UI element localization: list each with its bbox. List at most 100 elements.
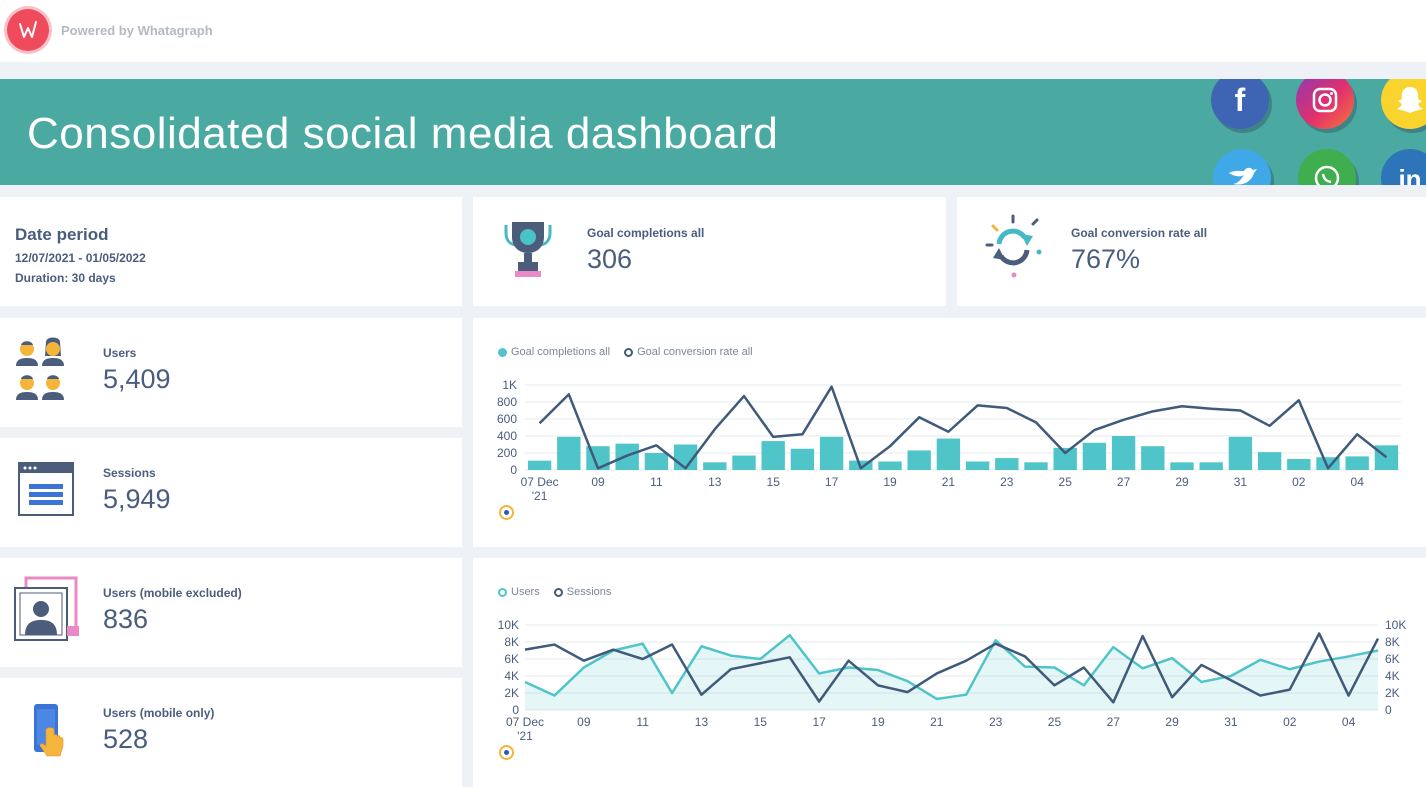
- x-tick-label: 04: [1342, 715, 1356, 729]
- top-bar: Powered by Whatagraph: [0, 0, 1426, 62]
- x-tick-label: 15: [767, 475, 781, 489]
- legend-item-goal-conversion[interactable]: Goal conversion rate all: [624, 346, 753, 358]
- y-tick-label: 400: [497, 429, 517, 443]
- users-mobile-only-label: Users (mobile only): [103, 706, 215, 720]
- legend-item-sessions[interactable]: Sessions: [553, 586, 612, 598]
- bar-goal-completions: [732, 455, 756, 470]
- y-tick-label: 200: [497, 446, 517, 460]
- twitter-icon: [1213, 149, 1271, 185]
- bar-goal-completions: [527, 460, 552, 470]
- refresh-cycle-icon: [985, 214, 1042, 278]
- x-tick-label: 31: [1224, 715, 1238, 729]
- area-users: [525, 635, 1378, 710]
- line-goal-conversion: [538, 385, 1388, 470]
- date-period-title: Date period: [15, 225, 109, 244]
- goals-chart-card: Goal completions all Goal conversion rat…: [473, 318, 1426, 547]
- x-tick-label: 21: [930, 715, 944, 729]
- bar-goal-completions: [936, 438, 961, 470]
- sessions-label: Sessions: [103, 466, 156, 480]
- legend-dot-icon: [498, 347, 507, 357]
- users-group-icon: [16, 337, 64, 400]
- bar-goal-completions: [1287, 458, 1311, 470]
- x-tick-label: 23: [1000, 475, 1014, 489]
- x-tick-label: 07 Dec '21: [521, 475, 559, 503]
- goal-conversion-value: 767%: [1071, 244, 1141, 274]
- x-tick-label: 27: [1107, 715, 1121, 729]
- bar-goal-completions: [1082, 442, 1107, 470]
- x-tick-label: 13: [708, 475, 722, 489]
- bar-goal-completions: [819, 436, 844, 470]
- users-label: Users: [103, 346, 137, 360]
- x-tick-label: 29: [1165, 715, 1179, 729]
- y-tick-label-right: 6K: [1385, 652, 1400, 666]
- bar-goal-completions: [1053, 447, 1077, 470]
- x-tick-label: 09: [577, 715, 591, 729]
- x-tick-label: 23: [989, 715, 1003, 729]
- goal-target-icon[interactable]: [499, 745, 514, 760]
- browser-window-icon: [18, 462, 74, 516]
- whatsapp-icon: [1298, 149, 1356, 185]
- bar-goal-completions: [1199, 462, 1223, 470]
- y-tick-label: 800: [497, 395, 517, 409]
- legend-ring-icon: [624, 347, 634, 357]
- bar-goal-completions: [1228, 436, 1253, 470]
- y-tick-label-left: 4K: [504, 669, 519, 683]
- whatagraph-logo-icon[interactable]: [7, 9, 49, 51]
- facebook-icon: f: [1211, 79, 1269, 129]
- date-period-duration: Duration: 30 days: [15, 271, 116, 285]
- goal-completions-value: 306: [587, 244, 633, 274]
- legend-ring-icon: [498, 587, 507, 597]
- y-tick-label-left: 2K: [504, 686, 519, 700]
- x-tick-label: 15: [754, 715, 768, 729]
- legend-item-users[interactable]: Users: [498, 586, 540, 598]
- svg-text:f: f: [1235, 82, 1246, 118]
- goals-chart: 1K 800 600 400 200 0 07 Dec '21 09 11 13 15 17 19 21 23…: [497, 378, 1401, 503]
- legend-label: Goal completions all: [511, 346, 611, 358]
- svg-text:in: in: [1398, 164, 1421, 185]
- y-tick-label-right: 0: [1385, 703, 1392, 717]
- powered-by-label[interactable]: Powered by Whatagraph: [61, 23, 213, 38]
- users-sessions-chart-legend: Users Sessions: [498, 586, 611, 598]
- users-mobile-excluded-label: Users (mobile excluded): [103, 586, 242, 600]
- x-tick-label: 11: [650, 475, 663, 489]
- x-tick-label: 11: [636, 715, 649, 729]
- bar-goal-completions: [703, 462, 727, 470]
- x-tick-label: 09: [591, 475, 605, 489]
- x-tick-label: 21: [942, 475, 956, 489]
- sessions-card: Sessions 5,949: [0, 438, 462, 547]
- page-title: Consolidated social media dashboard: [27, 109, 779, 158]
- bar-goal-completions: [995, 458, 1019, 470]
- snapchat-icon: [1381, 79, 1426, 129]
- users-mobile-excluded-value: 836: [103, 604, 149, 634]
- y-tick-label: 600: [497, 412, 517, 426]
- legend-item-goal-completions[interactable]: Goal completions all: [498, 346, 610, 358]
- x-tick-label: 02: [1283, 715, 1297, 729]
- y-tick-label-left: 0: [512, 703, 519, 717]
- profile-picture-icon: [14, 576, 79, 641]
- y-tick-label-right: 10K: [1385, 618, 1406, 632]
- trophy-icon: [504, 222, 552, 277]
- goal-target-icon[interactable]: [499, 505, 514, 520]
- bar-goal-completions: [1257, 452, 1282, 470]
- x-tick-label: 13: [695, 715, 709, 729]
- users-mobile-only-value: 528: [103, 724, 149, 754]
- legend-ring-icon: [553, 587, 563, 597]
- legend-label: Sessions: [566, 586, 612, 598]
- line-users: [524, 633, 1379, 701]
- y-tick-label: 1K: [502, 378, 517, 392]
- dashboard-banner: Consolidated social media dashboard f in: [0, 79, 1426, 185]
- x-tick-label: 19: [871, 715, 885, 729]
- bar-goal-completions: [965, 461, 990, 470]
- bar-goal-completions: [1024, 462, 1048, 470]
- bar-goal-completions: [1374, 445, 1399, 470]
- bar-goal-completions: [1170, 462, 1194, 470]
- bar-goal-completions: [557, 436, 581, 470]
- goal-conversion-card: Goal conversion rate all 767%: [957, 197, 1426, 306]
- legend-label: Goal conversion rate all: [637, 346, 753, 358]
- line-sessions: [524, 632, 1380, 704]
- x-tick-label: 04: [1351, 475, 1365, 489]
- x-tick-label: 19: [883, 475, 897, 489]
- bar-goal-completions: [644, 453, 669, 470]
- bar-goal-completions: [907, 450, 931, 470]
- linkedin-icon: in: [1381, 149, 1426, 185]
